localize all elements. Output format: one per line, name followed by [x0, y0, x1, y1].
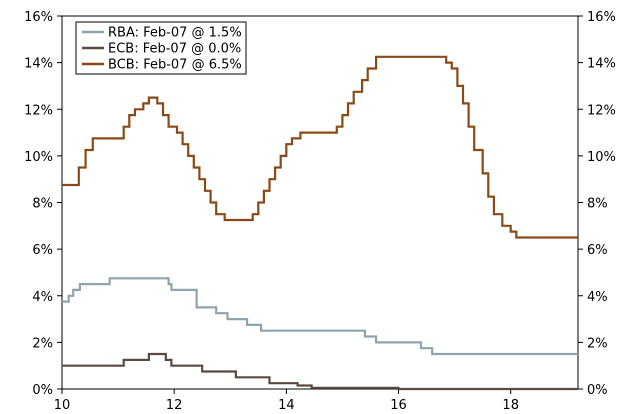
y-tick-label-right: 10%: [587, 150, 616, 165]
y-tick-label-right: 12%: [587, 103, 616, 118]
x-tick-label: 10: [54, 398, 71, 413]
y-tick-label-right: 16%: [587, 10, 616, 25]
series-lines: [62, 55, 578, 391]
y-tick-label-left: 8%: [32, 197, 53, 212]
y-tick-label-left: 6%: [32, 243, 53, 258]
y-tick-label-left: 4%: [32, 290, 53, 305]
legend-box: [75, 21, 247, 75]
y-tick-label-left: 0%: [32, 383, 53, 398]
axis-ticks: 0% 0% 2% 2% 4% 4% 6% 6% 8% 8% 10% 10% 12% 12% 14% 14% 16…: [24, 10, 616, 413]
y-tick-label-left: 12%: [24, 103, 53, 118]
x-tick-label: 18: [502, 398, 519, 413]
y-tick-label-left: 16%: [24, 10, 53, 25]
y-tick-label-right: 4%: [587, 290, 608, 305]
y-tick-label-left: 14%: [24, 57, 53, 72]
legend-label-0: RBA: Feb-07 @ 1.5%: [108, 26, 242, 41]
series-line-0: [62, 277, 578, 356]
y-tick-label-right: 6%: [587, 243, 608, 258]
series-line-2: [62, 55, 578, 239]
y-tick-label-right: 2%: [587, 336, 608, 351]
y-tick-label-left: 10%: [24, 150, 53, 165]
y-tick-label-right: 14%: [587, 57, 616, 72]
x-tick-label: 12: [166, 398, 183, 413]
legend: RBA: Feb-07 @ 1.5%ECB: Feb-07 @ 0.0%BCB:…: [75, 21, 247, 75]
y-tick-label-right: 8%: [587, 197, 608, 212]
legend-label-2: BCB: Feb-07 @ 6.5%: [108, 58, 242, 73]
series-line-1: [62, 352, 578, 391]
y-tick-label-left: 2%: [32, 336, 53, 351]
legend-label-1: ECB: Feb-07 @ 0.0%: [108, 42, 241, 57]
x-tick-label: 16: [390, 398, 407, 413]
y-tick-label-right: 0%: [587, 383, 608, 398]
x-tick-label: 14: [278, 398, 295, 413]
